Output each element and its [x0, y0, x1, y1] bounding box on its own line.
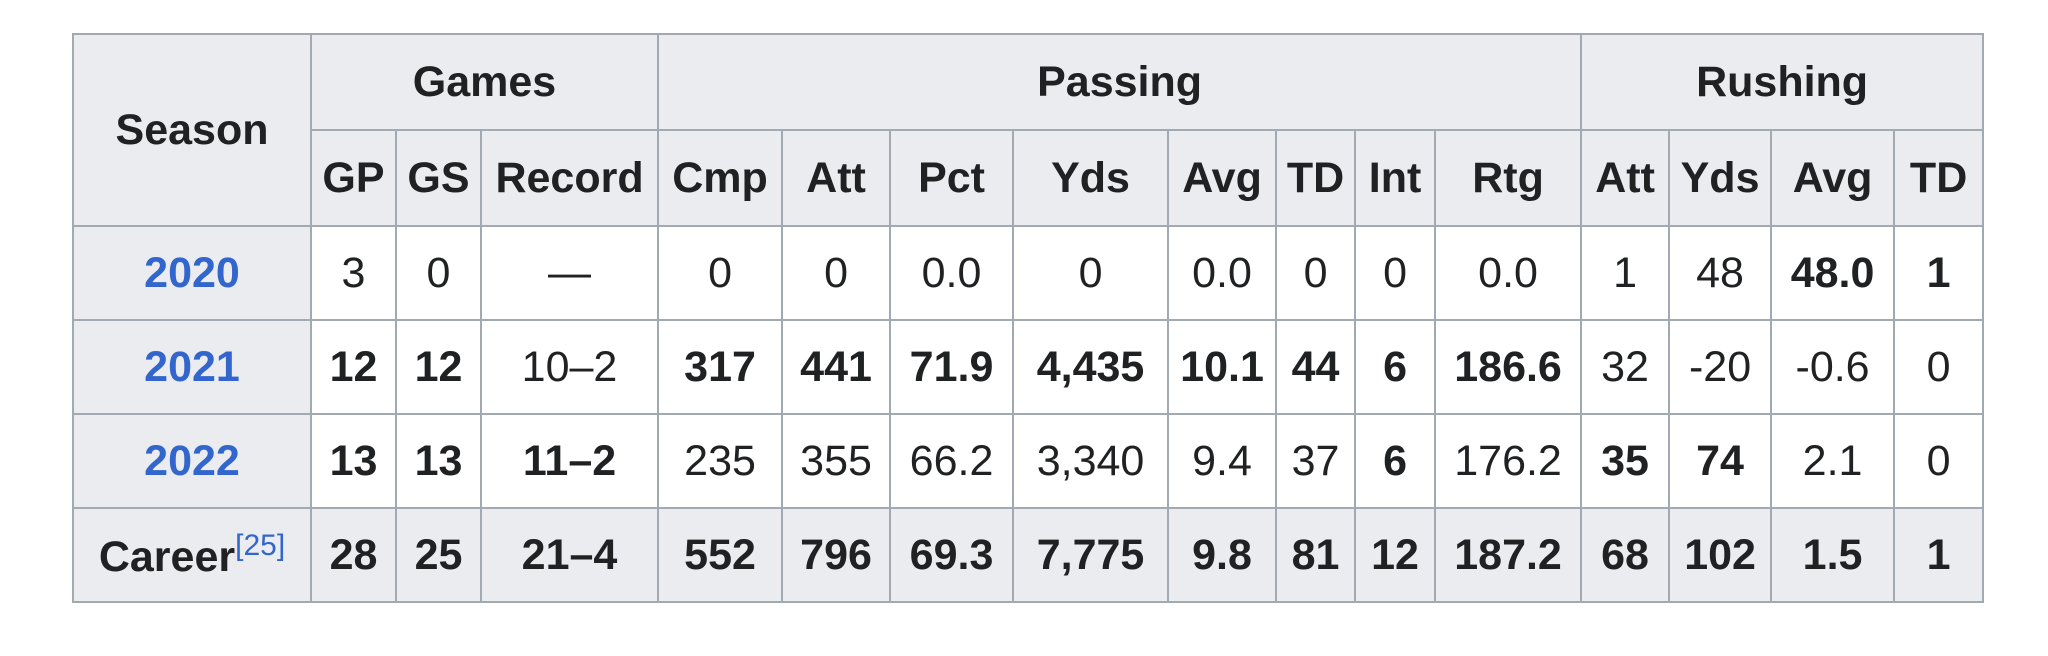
stat-cell-rush-td: 0	[1893, 319, 1985, 415]
stat-cell-gs: 12	[395, 319, 482, 415]
stat-cell-pass-td: 37	[1275, 413, 1357, 509]
stat-cell-pass-att: 441	[781, 319, 892, 415]
column-header-rush-td: TD	[1893, 129, 1985, 227]
column-header-pass-rtg: Rtg	[1434, 129, 1583, 227]
career-cell-pass-int: 12	[1354, 507, 1437, 603]
career-label: Career	[98, 532, 236, 581]
stat-cell-rush-avg: 2.1	[1770, 413, 1896, 509]
stat-cell-pass-int: 6	[1354, 319, 1437, 415]
stat-cell-gs: 0	[395, 225, 482, 321]
column-header-pass-int: Int	[1354, 129, 1437, 227]
header-group-row: Season Games Passing Rushing	[72, 33, 1985, 227]
stats-table: Season Games Passing Rushing GP GS Record C…	[72, 33, 1985, 603]
stat-cell-pass-rtg: 186.6	[1434, 319, 1583, 415]
stat-cell-rush-att: 32	[1580, 319, 1671, 415]
games-group-header: Games	[309, 33, 660, 131]
column-header-gs: GS	[395, 129, 482, 227]
stat-cell-record: —	[479, 225, 660, 321]
column-header-pass-cmp: Cmp	[657, 129, 784, 227]
stat-cell-rush-yds: 48	[1668, 225, 1773, 321]
stat-cell-rush-yds: -20	[1668, 319, 1773, 415]
stat-cell-pass-cmp: 317	[657, 319, 784, 415]
stat-cell-pass-pct: 71.9	[889, 319, 1015, 415]
career-cell-rush-yds: 102	[1668, 507, 1773, 603]
stat-cell-pass-avg: 10.1	[1167, 319, 1278, 415]
column-header-rush-att: Att	[1580, 129, 1671, 227]
career-cell-pass-td: 81	[1275, 507, 1357, 603]
season-row: 2021 12 12 10–2 317 441 71.9 4,435 10.1 44 6 186.6 3…	[72, 319, 1985, 415]
stat-cell-rush-avg: -0.6	[1770, 319, 1896, 415]
stat-cell-pass-int: 6	[1354, 413, 1437, 509]
stat-cell-pass-rtg: 176.2	[1434, 413, 1583, 509]
career-cell-pass-yds: 7,775	[1012, 507, 1170, 603]
career-row: Career[25] 28 25 21–4 552 796 69.3 7,775 9.8 81 12…	[72, 507, 1985, 603]
career-cell-record: 21–4	[479, 507, 660, 603]
column-header-pass-att: Att	[781, 129, 892, 227]
stat-cell-pass-cmp: 235	[657, 413, 784, 509]
stat-cell-pass-td: 0	[1275, 225, 1357, 321]
stat-cell-gs: 13	[395, 413, 482, 509]
season-cell: 2020	[72, 225, 312, 321]
stat-cell-rush-att: 35	[1580, 413, 1671, 509]
season-header: Season	[72, 33, 312, 227]
career-label-cell: Career[25]	[72, 507, 312, 603]
stat-cell-pass-rtg: 0.0	[1434, 225, 1583, 321]
stat-cell-pass-yds: 4,435	[1012, 319, 1170, 415]
season-row: 2020 3 0—0 0 0.0 0 0.0 0 0 0.0 1 48 48.0 1	[72, 225, 1985, 321]
rushing-group-header: Rushing	[1580, 33, 1985, 131]
stat-cell-gp: 13	[310, 413, 397, 509]
stat-cell-pass-pct: 66.2	[889, 413, 1015, 509]
stat-cell-pass-avg: 9.4	[1167, 413, 1278, 509]
career-cell-gs: 25	[395, 507, 482, 603]
passing-group-header: Passing	[657, 33, 1583, 131]
stat-cell-rush-td: 1	[1893, 225, 1985, 321]
stat-cell-pass-int: 0	[1354, 225, 1437, 321]
career-cell-gp: 28	[310, 507, 397, 603]
stat-cell-rush-yds: 74	[1668, 413, 1773, 509]
column-header-pass-pct: Pct	[889, 129, 1015, 227]
column-header-pass-yds: Yds	[1012, 129, 1170, 227]
reference-superscript: [25]	[235, 529, 285, 562]
stat-cell-gp: 3	[310, 225, 397, 321]
column-header-pass-td: TD	[1275, 129, 1357, 227]
stat-cell-pass-pct: 0.0	[889, 225, 1015, 321]
stat-cell-pass-att: 355	[781, 413, 892, 509]
stat-cell-record: 10–2	[479, 319, 660, 415]
season-row: 2022 13 13 11–2 235 355 66.2 3,340 9.4 37 6 176.2 35…	[72, 413, 1985, 509]
stat-cell-pass-avg: 0.0	[1167, 225, 1278, 321]
stat-cell-gp: 12	[310, 319, 397, 415]
career-cell-pass-pct: 69.3	[889, 507, 1015, 603]
season-cell: 2022	[72, 413, 312, 509]
stat-cell-pass-att: 0	[781, 225, 892, 321]
career-cell-pass-avg: 9.8	[1167, 507, 1278, 603]
stat-cell-pass-yds: 3,340	[1012, 413, 1170, 509]
career-cell-rush-td: 1	[1893, 507, 1985, 603]
column-header-rush-avg: Avg	[1770, 129, 1896, 227]
stat-cell-rush-td: 0	[1893, 413, 1985, 509]
stat-cell-record: 11–2	[479, 413, 660, 509]
column-header-pass-avg: Avg	[1167, 129, 1278, 227]
season-link[interactable]: 2020	[144, 248, 240, 297]
reference-link[interactable]: [25]	[235, 528, 286, 562]
column-header-rush-yds: Yds	[1668, 129, 1773, 227]
season-link[interactable]: 2022	[144, 436, 240, 485]
stat-cell-rush-att: 1	[1580, 225, 1671, 321]
stat-cell-rush-avg: 48.0	[1770, 225, 1896, 321]
career-cell-rush-att: 68	[1580, 507, 1671, 603]
column-header-gp: GP	[310, 129, 397, 227]
career-cell-pass-att: 796	[781, 507, 892, 603]
career-cell-rush-avg: 1.5	[1770, 507, 1896, 603]
column-header-record: Record	[479, 129, 660, 227]
season-cell: 2021	[72, 319, 312, 415]
season-link[interactable]: 2021	[144, 342, 240, 391]
header-column-row: GP GS Record Cmp Att Pct Yds Avg TD Int Rtg Att Yds A…	[73, 129, 1985, 227]
career-cell-pass-rtg: 187.2	[1434, 507, 1583, 603]
stat-cell-pass-yds: 0	[1012, 225, 1170, 321]
stat-cell-pass-td: 44	[1275, 319, 1357, 415]
stat-cell-pass-cmp: 0	[657, 225, 784, 321]
career-cell-pass-cmp: 552	[657, 507, 784, 603]
